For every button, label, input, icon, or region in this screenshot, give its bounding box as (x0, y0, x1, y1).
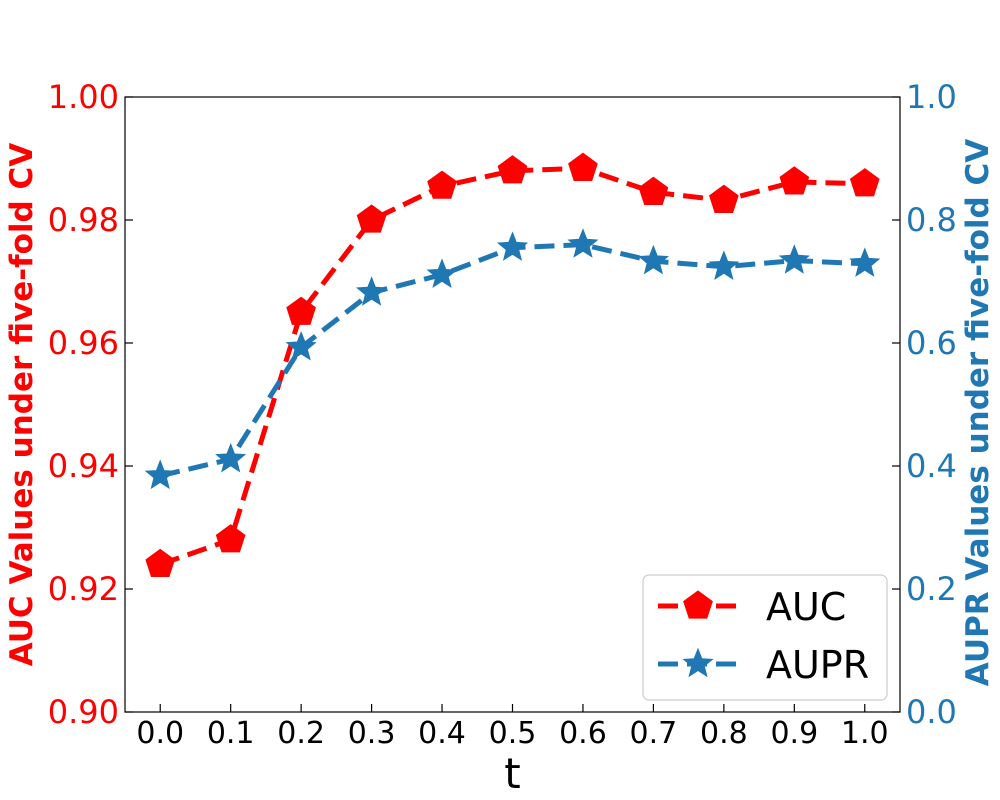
y-right-tick-label: 0.2 (906, 570, 957, 608)
legend: AUC AUPR (642, 574, 888, 701)
x-tick-label: 0.0 (136, 716, 184, 751)
auc-data-point (568, 152, 598, 181)
auc-legend-marker (683, 590, 713, 619)
y-right-tick-label: 1.0 (906, 78, 957, 116)
y-left-tick-label: 0.92 (48, 570, 119, 608)
aupr-data-point (215, 442, 247, 473)
y-left-tick-label: 0.96 (48, 324, 119, 362)
aupr-data-point (637, 244, 670, 275)
y-left-tick-label: 0.90 (48, 693, 119, 731)
x-tick-label: 0.4 (418, 716, 466, 751)
x-tick-label: 0.8 (700, 716, 748, 751)
x-axis-title: t (504, 749, 520, 798)
y-left-tick-label: 0.98 (48, 201, 119, 239)
aupr-data-point (849, 247, 881, 277)
aupr-data-point (144, 459, 176, 490)
y-right-tick-label: 0.4 (906, 447, 957, 485)
aupr-data-point (496, 231, 529, 261)
aupr-legend-label: AUPR (766, 643, 869, 687)
auc-data-point (356, 204, 387, 233)
series-layer (144, 152, 881, 577)
y-left-tick-label: 0.94 (48, 447, 119, 485)
x-tick-label: 0.5 (489, 716, 537, 751)
x-tick-label: 1.0 (841, 716, 889, 751)
aupr-data-point (285, 330, 317, 361)
axes-layer: 0.0 0.1 0.2 0.3 0.4 0.5 0.6 0.7 0.8 0.9 1.0 0.90 0.9… (4, 78, 996, 798)
aupr-legend-marker (682, 647, 714, 678)
y-left-tick-label: 1.00 (48, 78, 119, 116)
y-right-tick-label: 0.6 (906, 324, 957, 362)
aupr-data-point (778, 244, 810, 274)
x-tick-label: 0.2 (277, 716, 325, 751)
auc-data-point (427, 170, 457, 199)
aupr-data-point (708, 250, 740, 281)
auc-data-point (779, 166, 810, 195)
auc-data-point (286, 296, 316, 325)
aupr-series-line (159, 242, 865, 479)
auc-data-point (497, 155, 528, 184)
x-tick-label: 0.9 (770, 716, 818, 751)
auc-series-line (159, 165, 865, 567)
y-right-axis-title: AUPR Values under five-fold CV (960, 139, 996, 686)
aupr-data-point (355, 276, 388, 306)
auc-data-point (215, 524, 246, 553)
y-right-tick-label: 0.0 (906, 693, 957, 731)
x-tick-label: 0.3 (348, 716, 396, 751)
y-left-axis-title: AUC Values under five-fold CV (4, 143, 40, 667)
auc-data-point (849, 168, 880, 197)
auc-data-point (145, 548, 176, 577)
x-tick-label: 0.6 (559, 716, 607, 751)
y-right-tick-label: 0.8 (906, 201, 957, 239)
auc-data-point (638, 176, 669, 205)
aupr-data-point (426, 258, 458, 289)
auc-legend-label: AUC (766, 585, 846, 629)
x-tick-label: 0.7 (630, 716, 678, 751)
aupr-data-point (567, 228, 599, 258)
x-tick-label: 0.1 (207, 716, 255, 751)
auc-data-point (709, 184, 739, 213)
